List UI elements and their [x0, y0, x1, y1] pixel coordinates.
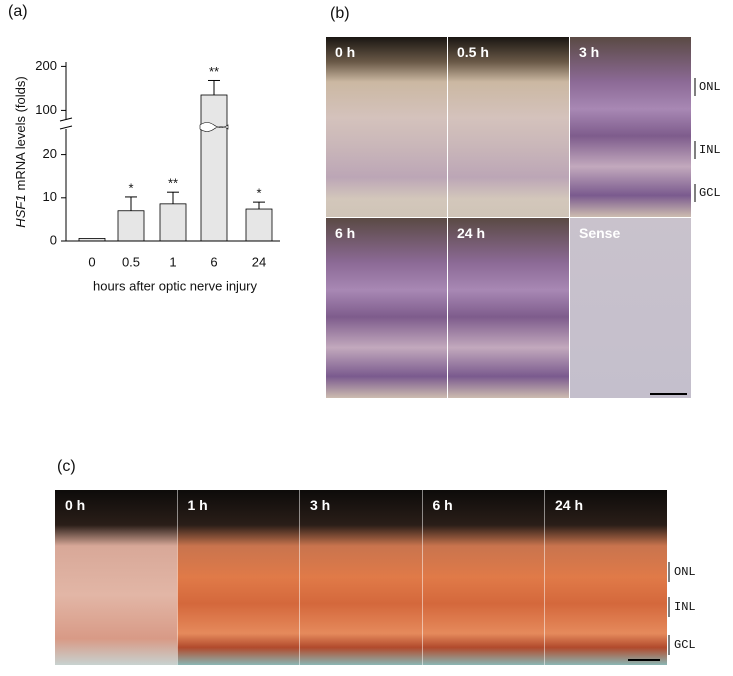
bar	[159, 203, 187, 242]
micrograph	[326, 37, 447, 217]
significance: *	[128, 180, 133, 195]
image-label: 24 h	[457, 225, 485, 241]
y-label: mRNA levels (folds)	[13, 76, 28, 190]
layer-label: ONL	[699, 80, 721, 94]
panel-label: (b)	[330, 5, 350, 22]
layer-label: GCL	[699, 186, 721, 200]
layer-label: ONL	[674, 565, 696, 579]
panel-label: (a)	[8, 3, 28, 20]
x-tick-label: 1	[169, 254, 176, 269]
image-label: 6 h	[433, 497, 453, 513]
micrograph	[570, 218, 691, 398]
x-tick-label: 24	[252, 254, 266, 269]
layer-label: INL	[674, 600, 696, 614]
significance: **	[168, 176, 178, 191]
panel-label: (c)	[57, 458, 76, 475]
bar	[200, 94, 228, 242]
y-tick-label: 0	[50, 232, 57, 247]
micrograph	[326, 218, 447, 398]
y-axis-label: HSF1 mRNA levels (folds)	[13, 76, 28, 227]
y-tick-label: 200	[35, 58, 57, 73]
layer-label: INL	[699, 143, 721, 157]
x-axis-label: hours after optic nerve injury	[93, 278, 258, 293]
image-label: 0 h	[335, 44, 355, 60]
image-label: 0.5 h	[457, 44, 489, 60]
image-label: 6 h	[335, 225, 355, 241]
image-label: 3 h	[310, 497, 330, 513]
y-tick-label: 20	[43, 146, 57, 161]
micrograph	[448, 218, 569, 398]
micrograph	[545, 490, 667, 665]
x-tick-label: 6	[210, 254, 217, 269]
micrograph	[177, 490, 300, 665]
significance: *	[256, 186, 261, 201]
layer-label: GCL	[674, 638, 696, 652]
bar	[117, 210, 145, 242]
bar-break	[199, 122, 229, 132]
micrograph	[570, 37, 691, 217]
y-tick-label: 100	[35, 102, 57, 117]
image-label: 1 h	[188, 497, 208, 513]
micrograph	[300, 490, 422, 665]
axis-break	[60, 119, 72, 129]
significance: **	[209, 64, 219, 79]
micrographs: 0 h 0.5 h 3 h 6 h 24 h Sense ONL INL GCL 0 h 1 h 3 …	[55, 37, 721, 665]
y-tick-label: 10	[43, 189, 57, 204]
image-label: 24 h	[555, 497, 583, 513]
y-label-gene: HSF1	[13, 194, 28, 227]
image-label: 0 h	[65, 497, 85, 513]
micrograph	[422, 490, 545, 665]
bar	[245, 208, 273, 242]
x-tick-label: 0.5	[122, 254, 140, 269]
x-tick-label: 0	[88, 254, 95, 269]
image-label: 3 h	[579, 44, 599, 60]
micrograph	[448, 37, 569, 217]
micrograph	[55, 490, 177, 665]
image-label: Sense	[579, 225, 620, 241]
axis-break-mark	[59, 117, 73, 130]
